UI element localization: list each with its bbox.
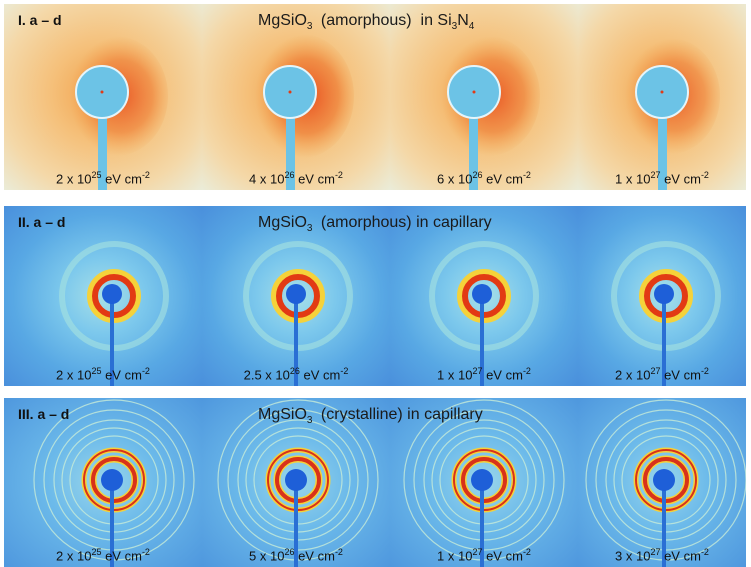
diffraction-image-3b [202, 398, 390, 567]
dose-label-1a: 2 x 1025 eV cm-2 [56, 169, 150, 186]
panel-2a: 2 x 1025 eV cm-2 [4, 206, 202, 386]
row-label: I. a – d [18, 12, 62, 28]
diffraction-image-3a [4, 398, 202, 567]
row-title: MgSiO3 (amorphous) in Si3N4 [258, 12, 475, 33]
row-title: MgSiO3 (amorphous) in capillary [258, 214, 492, 235]
row-3-crystalline-capillary: 2 x 1025 eV cm-2 5 x 1026 eV cm-2 [4, 398, 746, 567]
panel-1d: 1 x 1027 eV cm-2 [578, 4, 746, 190]
diffraction-image-3d [578, 398, 746, 567]
diffraction-image-1b [202, 4, 390, 190]
dose-label-2c: 1 x 1027 eV cm-2 [437, 365, 531, 382]
dose-label-2a: 2 x 1025 eV cm-2 [56, 365, 150, 382]
dose-label-1d: 1 x 1027 eV cm-2 [615, 169, 709, 186]
diffraction-image-1d [578, 4, 746, 190]
row-2-amorphous-capillary: 2 x 1025 eV cm-2 2.5 x 1026 eV cm-2 [4, 206, 746, 386]
dose-label-3b: 5 x 1026 eV cm-2 [249, 546, 343, 563]
dose-label-3c: 1 x 1027 eV cm-2 [437, 546, 531, 563]
panel-2d: 2 x 1027 eV cm-2 [578, 206, 746, 386]
diffraction-image-2b [202, 206, 390, 386]
panel-3a: 2 x 1025 eV cm-2 [4, 398, 202, 567]
dose-label-2b: 2.5 x 1026 eV cm-2 [243, 365, 349, 382]
panel-2b: 2.5 x 1026 eV cm-2 [202, 206, 390, 386]
diffraction-image-2a [4, 206, 202, 386]
row-label: III. a – d [18, 406, 70, 422]
row-title: MgSiO3 (crystalline) in capillary [258, 406, 483, 427]
diffraction-image-2d [578, 206, 746, 386]
panel-2c: 1 x 1027 eV cm-2 [390, 206, 578, 386]
dose-label-3a: 2 x 1025 eV cm-2 [56, 546, 150, 563]
row-label: II. a – d [18, 214, 66, 230]
diffraction-image-3c [390, 398, 578, 567]
panel-1c: 6 x 1026 eV cm-2 [390, 4, 578, 190]
panel-3b: 5 x 1026 eV cm-2 [202, 398, 390, 567]
panel-1a: 2 x 1025 eV cm-2 [4, 4, 202, 190]
diffraction-image-2c [390, 206, 578, 386]
diffraction-image-1c [390, 4, 578, 190]
dose-label-2d: 2 x 1027 eV cm-2 [615, 365, 709, 382]
diffraction-image-1a [4, 4, 202, 190]
panel-1b: 4 x 1026 eV cm-2 [202, 4, 390, 190]
panel-3c: 1 x 1027 eV cm-2 [390, 398, 578, 567]
row-1-si3n4: 2 x 1025 eV cm-2 4 x 1026 eV cm-2 6 x 10… [4, 4, 746, 190]
dose-label-3d: 3 x 1027 eV cm-2 [615, 546, 709, 563]
dose-label-1c: 6 x 1026 eV cm-2 [437, 169, 531, 186]
dose-label-1b: 4 x 1026 eV cm-2 [249, 169, 343, 186]
panel-3d: 3 x 1027 eV cm-2 [578, 398, 746, 567]
